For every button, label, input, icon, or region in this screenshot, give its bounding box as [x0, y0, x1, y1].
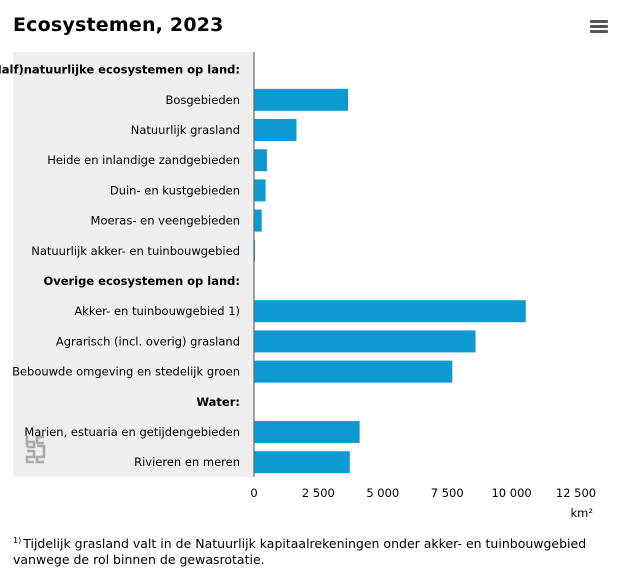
- cbs-logo: [25, 435, 46, 464]
- hamburger-menu-icon[interactable]: [590, 20, 608, 34]
- bar: [254, 179, 266, 202]
- bar: [254, 451, 350, 474]
- bar: [254, 360, 453, 383]
- x-tick-label: 7 500: [431, 486, 464, 500]
- x-tick-label: 2 500: [302, 486, 335, 500]
- x-tick-label: 12 500: [556, 486, 596, 500]
- bar-chart: (Half)natuurlijke ecosystemen op land: Bo…: [0, 52, 596, 520]
- x-tick-label: 5 000: [366, 486, 399, 500]
- category-label: Bosgebieden: [165, 93, 240, 107]
- x-tick-label: 0: [250, 486, 257, 500]
- category-label: Duin- en kustgebieden: [110, 183, 240, 197]
- category-label: Natuurlijk akker- en tuinbouwgebied: [31, 244, 240, 258]
- bar: [254, 330, 476, 353]
- x-tick-label: 10 000: [491, 486, 531, 500]
- footnote: 1) Tijdelijk grasland valt in de Natuurli…: [13, 533, 613, 568]
- category-label: Agrarisch (incl. overig) grasland: [56, 334, 240, 348]
- bar: [254, 209, 262, 232]
- bar: [254, 88, 349, 111]
- bar: [254, 149, 267, 172]
- bar: [254, 119, 297, 141]
- category-label: Bebouwde omgeving en stedelijk groen: [12, 365, 240, 379]
- bar: [254, 421, 360, 443]
- x-axis-label: km²: [571, 506, 593, 520]
- category-header-label: Water:: [196, 395, 240, 409]
- category-label: Heide en inlandige zandgebieden: [47, 153, 240, 167]
- bar: [254, 300, 526, 323]
- category-header-label: (Half)natuurlijke ecosystemen op land:: [0, 63, 240, 77]
- label-panel: [13, 52, 254, 477]
- category-label: Marien, estuaria en getijdengebieden: [24, 425, 240, 439]
- category-label: Moeras- en veengebieden: [91, 214, 240, 228]
- category-label: Natuurlijk grasland: [131, 123, 240, 137]
- category-label: Akker- en tuinbouwgebied 1): [74, 304, 240, 318]
- footnote-text: Tijdelijk grasland valt in de Natuurlijk…: [13, 536, 587, 567]
- category-header-label: Overige ecosystemen op land:: [43, 274, 240, 288]
- chart-title: Ecosystemen, 2023: [13, 14, 224, 36]
- footnote-marker: 1): [13, 536, 22, 545]
- category-label: Rivieren en meren: [134, 455, 240, 469]
